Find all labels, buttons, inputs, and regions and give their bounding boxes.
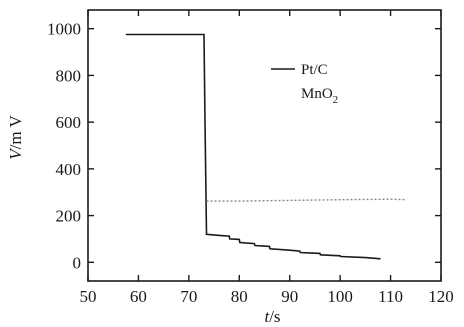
axes: 50 60 70 80 90 100 110 120 0 200 400 600 800 1000 [47,9,454,306]
x-tick-label: 120 [428,287,454,306]
legend-label-0: Pt/C [301,62,328,78]
x-tick-label: 110 [378,287,403,306]
legend: Pt/C MnO2 [271,62,338,106]
legend-name: MnO [301,86,333,102]
x-tick-label: 90 [281,287,298,306]
x-axis-label: t/s [264,307,280,326]
y-tick-label: 200 [56,207,82,226]
x-tick-label: 70 [180,287,197,306]
y-tick-label: 600 [56,113,82,132]
y-axis-variable: V [6,147,25,160]
series-layer [125,33,406,260]
axis-labels: t/s V/m V [6,115,281,326]
plot-frame [87,9,442,282]
y-tick-label: 1000 [47,20,81,39]
series-line-1 [206,198,406,202]
x-tick-label: 100 [327,287,353,306]
x-tick-label: 80 [231,287,248,306]
y-tick-label: 800 [56,66,82,85]
legend-name: Pt/C [301,62,328,78]
legend-subscript: 2 [333,94,339,106]
y-tick-label: 400 [56,160,82,179]
y-axis-unit: /m V [6,115,25,150]
x-tick-label: 60 [130,287,147,306]
legend-label-1: MnO2 [301,86,338,106]
x-axis-unit: /s [269,307,280,326]
y-tick-label: 0 [73,253,82,272]
series-line-0 [125,33,381,260]
x-tick-label: 50 [80,287,97,306]
x-axis-variable: t [264,307,270,326]
y-axis-label: V/m V [6,115,25,160]
